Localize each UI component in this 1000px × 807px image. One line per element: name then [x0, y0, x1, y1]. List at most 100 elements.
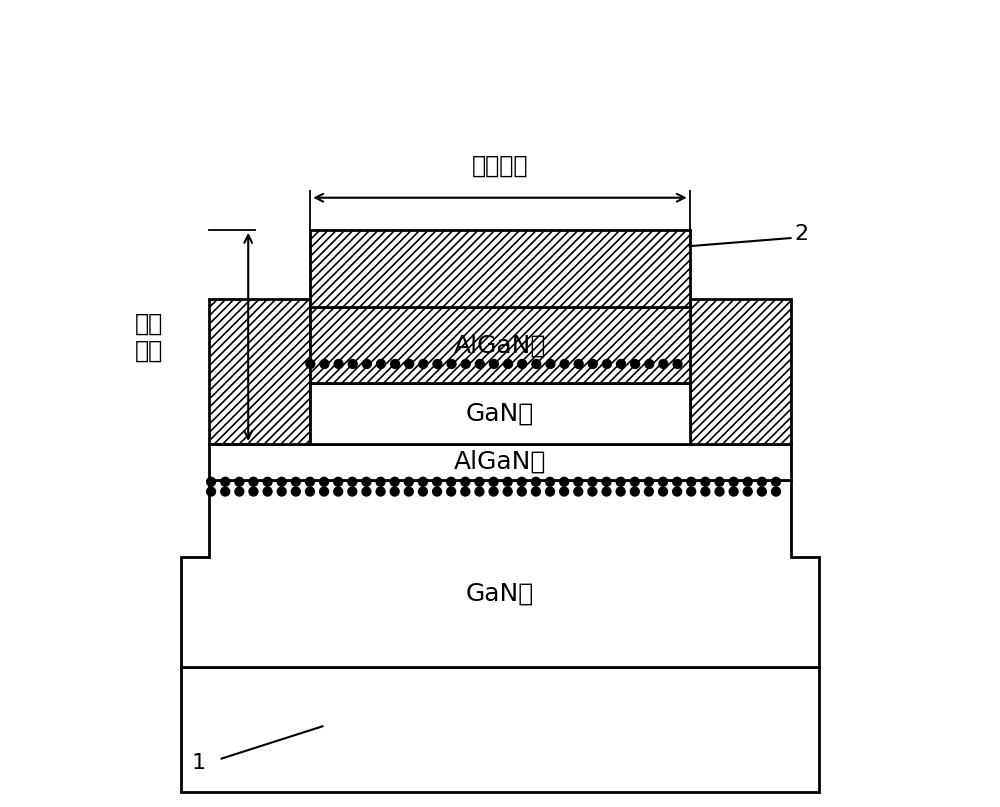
Circle shape	[263, 478, 272, 486]
Circle shape	[461, 478, 470, 486]
Circle shape	[659, 487, 667, 496]
Circle shape	[574, 360, 583, 368]
Circle shape	[263, 487, 272, 496]
Circle shape	[645, 360, 654, 368]
Circle shape	[461, 487, 470, 496]
Circle shape	[489, 478, 498, 486]
Circle shape	[715, 478, 724, 486]
Circle shape	[320, 487, 329, 496]
Circle shape	[659, 478, 667, 486]
Circle shape	[277, 487, 286, 496]
Circle shape	[447, 487, 456, 496]
Circle shape	[687, 487, 696, 496]
Bar	[209, 299, 310, 444]
Circle shape	[418, 478, 427, 486]
Circle shape	[306, 487, 314, 496]
Circle shape	[433, 478, 441, 486]
Circle shape	[433, 360, 442, 368]
Circle shape	[546, 487, 554, 496]
Circle shape	[504, 360, 513, 368]
Circle shape	[644, 478, 653, 486]
Text: AlGaN层: AlGaN层	[454, 450, 546, 474]
Circle shape	[334, 360, 343, 368]
Circle shape	[348, 360, 357, 368]
Circle shape	[221, 487, 230, 496]
Circle shape	[616, 478, 625, 486]
Circle shape	[405, 360, 414, 368]
Circle shape	[334, 487, 343, 496]
Circle shape	[306, 478, 314, 486]
Circle shape	[743, 487, 752, 496]
Bar	[310, 383, 690, 444]
Circle shape	[531, 487, 540, 496]
Circle shape	[207, 487, 216, 496]
Circle shape	[701, 487, 710, 496]
Circle shape	[602, 360, 611, 368]
Circle shape	[277, 478, 286, 486]
Circle shape	[433, 487, 441, 496]
Circle shape	[475, 487, 484, 496]
Circle shape	[348, 487, 357, 496]
Circle shape	[673, 478, 682, 486]
Circle shape	[729, 478, 738, 486]
Text: 1: 1	[191, 753, 205, 772]
Circle shape	[729, 487, 738, 496]
Circle shape	[291, 478, 300, 486]
Text: GaN层: GaN层	[466, 581, 534, 605]
Circle shape	[419, 360, 428, 368]
Circle shape	[517, 487, 526, 496]
Circle shape	[306, 360, 315, 368]
Circle shape	[447, 360, 456, 368]
Bar	[209, 444, 791, 480]
Circle shape	[659, 360, 668, 368]
Circle shape	[503, 478, 512, 486]
Circle shape	[518, 360, 527, 368]
Circle shape	[757, 478, 766, 486]
Circle shape	[362, 487, 371, 496]
Circle shape	[772, 487, 780, 496]
Circle shape	[531, 478, 540, 486]
Circle shape	[644, 487, 653, 496]
Bar	[181, 667, 819, 792]
Circle shape	[320, 478, 329, 486]
Circle shape	[377, 360, 385, 368]
Circle shape	[532, 360, 541, 368]
Circle shape	[320, 360, 329, 368]
Circle shape	[490, 360, 498, 368]
Circle shape	[362, 478, 371, 486]
Circle shape	[376, 478, 385, 486]
Circle shape	[334, 478, 343, 486]
Circle shape	[461, 360, 470, 368]
Circle shape	[560, 487, 569, 496]
Circle shape	[517, 478, 526, 486]
Circle shape	[715, 487, 724, 496]
Circle shape	[291, 487, 300, 496]
Circle shape	[630, 487, 639, 496]
Circle shape	[391, 360, 400, 368]
Circle shape	[418, 487, 427, 496]
Text: 棚鳍宽度: 棚鳍宽度	[472, 153, 528, 178]
Circle shape	[546, 478, 554, 486]
Circle shape	[560, 360, 569, 368]
Circle shape	[404, 478, 413, 486]
Circle shape	[249, 478, 258, 486]
Circle shape	[588, 478, 597, 486]
Circle shape	[743, 478, 752, 486]
Circle shape	[489, 487, 498, 496]
Circle shape	[631, 360, 640, 368]
Text: 棚鳍
高度: 棚鳍 高度	[135, 312, 163, 363]
Circle shape	[588, 360, 597, 368]
Bar	[310, 307, 690, 383]
Circle shape	[673, 487, 682, 496]
Circle shape	[475, 478, 484, 486]
Circle shape	[362, 360, 371, 368]
Circle shape	[221, 478, 230, 486]
Circle shape	[503, 487, 512, 496]
Bar	[690, 299, 791, 444]
Circle shape	[574, 478, 583, 486]
Circle shape	[616, 487, 625, 496]
Circle shape	[687, 478, 696, 486]
Circle shape	[390, 478, 399, 486]
Circle shape	[588, 487, 597, 496]
Bar	[310, 230, 690, 307]
